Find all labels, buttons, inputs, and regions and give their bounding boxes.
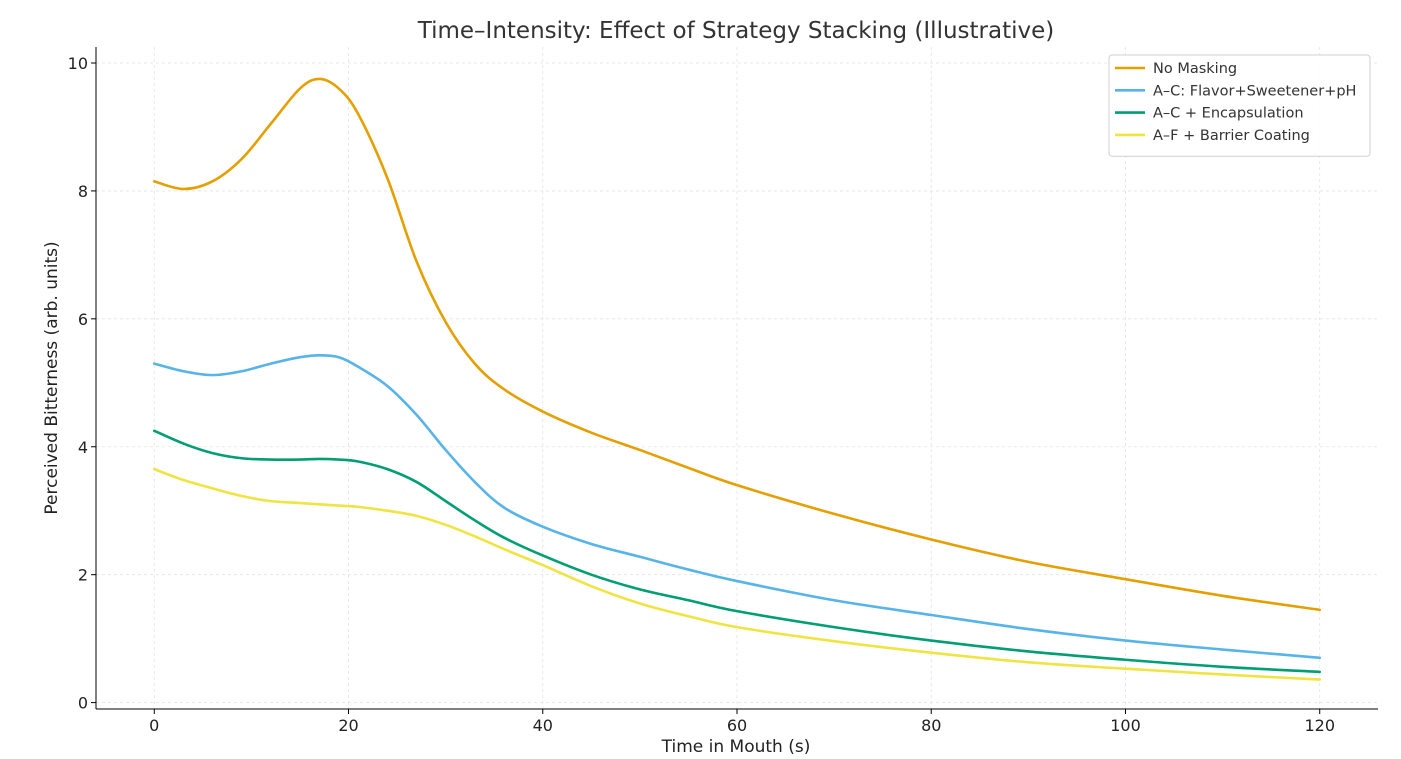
- series-lines: [152, 77, 1322, 681]
- x-tick-label: 0: [149, 716, 159, 735]
- x-tick-label: 20: [338, 716, 358, 735]
- y-tick-label: 0: [78, 694, 88, 713]
- chart-title: Time–Intensity: Effect of Strategy Stack…: [417, 18, 1055, 44]
- y-tick-label: 2: [78, 566, 88, 585]
- legend-label: A–C + Encapsulation: [1153, 106, 1304, 122]
- y-tick-label: 6: [78, 310, 88, 329]
- x-tick-label: 80: [921, 716, 941, 735]
- series-line-1: [152, 77, 1322, 612]
- x-ticks: 0 20 40 60 80 100 120: [149, 709, 1335, 735]
- series-line-3: [152, 429, 1322, 674]
- legend-label: No Masking: [1153, 61, 1237, 77]
- y-tick-label: 4: [78, 438, 88, 457]
- y-ticks: 0 2 4 6 8 10: [68, 54, 96, 713]
- x-axis-label: Time in Mouth (s): [661, 737, 811, 757]
- legend-box: [1108, 54, 1371, 157]
- x-tick-label: 120: [1304, 716, 1335, 735]
- legend-label: A–C: Flavor+Sweetener+pH: [1153, 83, 1356, 99]
- x-tick-label: 100: [1110, 716, 1141, 735]
- y-tick-label: 8: [78, 182, 88, 201]
- x-tick-label: 40: [533, 716, 553, 735]
- x-tick-label: 60: [727, 716, 747, 735]
- y-tick-label: 10: [68, 54, 88, 73]
- series-line-2: [152, 353, 1322, 660]
- legend: No Masking A–C: Flavor+Sweetener+pH A–C + …: [1108, 54, 1371, 157]
- series-line-4: [152, 467, 1322, 681]
- legend-label: A–F + Barrier Coating: [1153, 128, 1310, 144]
- y-axis-label: Perceived Bitterness (arb. units): [42, 241, 62, 514]
